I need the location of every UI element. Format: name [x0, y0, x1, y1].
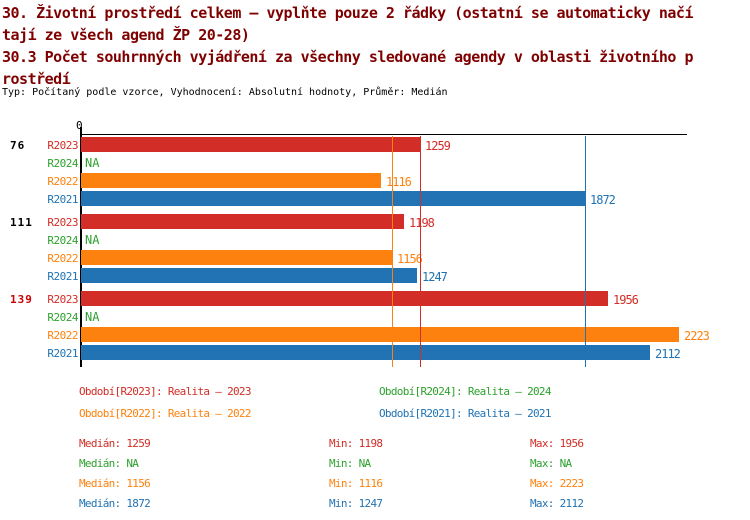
- legend-item-r2024: Období[R2024]: Realita – 2024: [379, 385, 551, 398]
- bar: [81, 327, 679, 342]
- legend-item-r2022: Období[R2022]: Realita – 2022: [79, 407, 251, 420]
- stat-min-r2023: Min: 1198: [329, 437, 383, 450]
- row-label: R2024: [47, 311, 78, 324]
- title-line: tají ze všech agend ŽP 20-28): [2, 26, 250, 44]
- bar: [81, 268, 417, 283]
- stat-min-r2021: Min: 1247: [329, 497, 383, 510]
- bar-value-label: 1956: [613, 293, 639, 307]
- median-line-r2022: [392, 136, 393, 367]
- row-label: R2021: [47, 270, 78, 283]
- row-label: R2022: [47, 329, 78, 342]
- stat-median-r2024: Medián: NA: [79, 457, 139, 470]
- bar: [81, 345, 650, 360]
- group-label: 139: [10, 293, 33, 306]
- median-line-r2023: [420, 136, 421, 367]
- na-value-label: NA: [85, 233, 100, 247]
- bar: [81, 191, 585, 206]
- legend-item-r2023: Období[R2023]: Realita – 2023: [79, 385, 251, 398]
- x-axis-line: [81, 134, 687, 135]
- bar: [81, 137, 420, 152]
- bar: [81, 214, 404, 229]
- row-label: R2021: [47, 193, 78, 206]
- bar: [81, 173, 381, 188]
- stat-median-r2022: Medián: 1156: [79, 477, 151, 490]
- y-axis-line: [80, 127, 82, 367]
- axis-origin-label: 0: [76, 119, 83, 132]
- row-label: R2024: [47, 234, 78, 247]
- group-label: 76: [10, 139, 26, 152]
- bar-value-label: 2112: [655, 347, 681, 361]
- row-label: R2023: [47, 293, 78, 306]
- legend-item-r2021: Období[R2021]: Realita – 2021: [379, 407, 551, 420]
- stat-min-r2024: Min: NA: [329, 457, 371, 470]
- chart-subtitle: Typ: Počítaný podle vzorce, Vyhodnocení:…: [2, 87, 448, 98]
- bar-value-label: 1259: [425, 139, 451, 153]
- median-line-r2021: [585, 136, 586, 367]
- stat-max-r2022: Max: 2223: [530, 477, 584, 490]
- row-label: R2023: [47, 139, 78, 152]
- stat-median-r2021: Medián: 1872: [79, 497, 151, 510]
- bar-value-label: 1156: [397, 252, 423, 266]
- stat-max-r2024: Max: NA: [530, 457, 572, 470]
- bar-value-label: 1872: [590, 193, 616, 207]
- bar: [81, 250, 392, 265]
- stat-max-r2021: Max: 2112: [530, 497, 584, 510]
- bar-value-label: 2223: [684, 329, 710, 343]
- stat-max-r2023: Max: 1956: [530, 437, 584, 450]
- row-label: R2022: [47, 252, 78, 265]
- na-value-label: NA: [85, 156, 100, 170]
- row-label: R2024: [47, 157, 78, 170]
- title-line: rostředí: [2, 70, 71, 88]
- group-label: 111: [10, 216, 33, 229]
- row-label: R2022: [47, 175, 78, 188]
- title-line: 30. Životní prostředí celkem – vyplňte p…: [2, 4, 694, 22]
- stat-min-r2022: Min: 1116: [329, 477, 383, 490]
- stat-median-r2023: Medián: 1259: [79, 437, 151, 450]
- bar-value-label: 1247: [422, 270, 448, 284]
- row-label: R2023: [47, 216, 78, 229]
- title-line: 30.3 Počet souhrnných vyjádření za všech…: [2, 48, 694, 66]
- row-label: R2021: [47, 347, 78, 360]
- bar-value-label: 1116: [386, 175, 412, 189]
- na-value-label: NA: [85, 310, 100, 324]
- bar: [81, 291, 608, 306]
- bar-value-label: 1198: [409, 216, 435, 230]
